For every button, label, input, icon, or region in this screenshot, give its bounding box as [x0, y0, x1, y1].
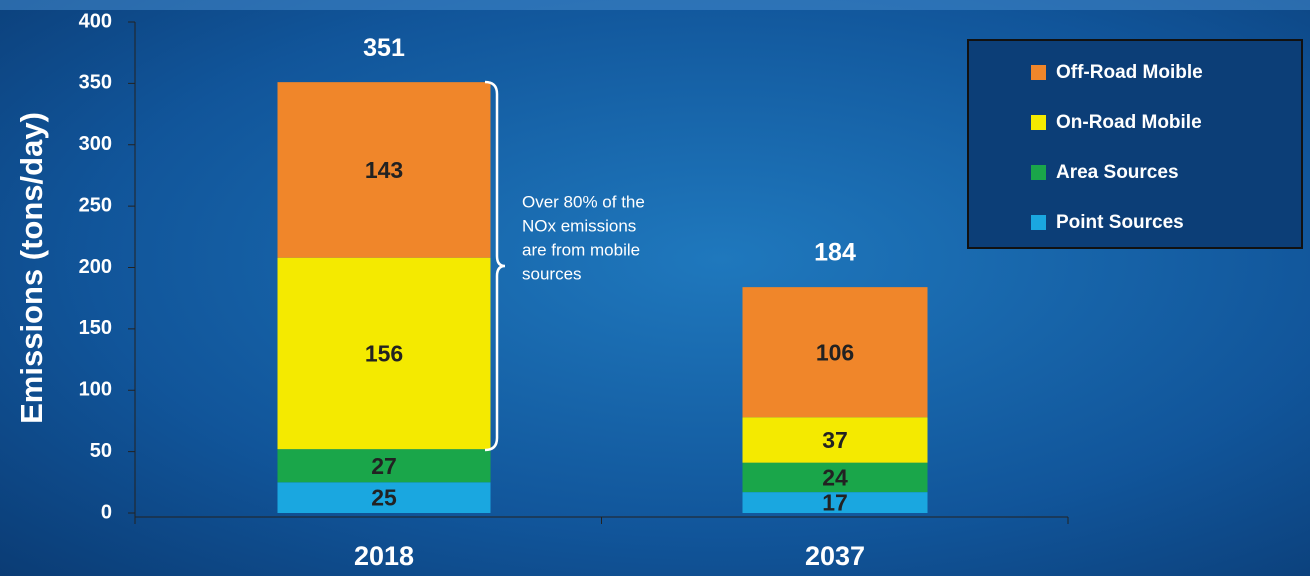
- top-strip: [0, 0, 1310, 10]
- y-tick-label: 100: [79, 379, 112, 401]
- y-tick-label: 0: [101, 501, 112, 523]
- y-tick-label: 250: [79, 194, 112, 216]
- data-label: 37: [822, 427, 848, 453]
- data-label: 27: [371, 453, 397, 479]
- y-tick-label: 200: [79, 256, 112, 278]
- bar-segment: [277, 482, 491, 513]
- data-label: 25: [371, 485, 397, 511]
- y-tick-label: 50: [90, 440, 112, 462]
- y-tick-label: 150: [79, 317, 112, 339]
- data-label: 17: [822, 490, 848, 516]
- bar-segment: [277, 257, 491, 450]
- legend-swatch: [1031, 165, 1046, 180]
- x-tick-label: 2018: [354, 541, 414, 571]
- legend-swatch: [1031, 115, 1046, 130]
- data-label: 24: [822, 464, 848, 490]
- legend-label: Point Sources: [1056, 212, 1184, 233]
- bar-segment: [742, 417, 928, 463]
- y-tick-label: 400: [79, 10, 112, 32]
- legend-label: On-Road Mobile: [1056, 112, 1202, 133]
- y-tick-label: 300: [79, 133, 112, 155]
- total-label: 184: [814, 239, 856, 267]
- annotation: are from mobile: [522, 240, 640, 259]
- annotation: NOx emissions: [522, 216, 636, 235]
- bar-segment: [742, 462, 928, 493]
- legend-swatch: [1031, 215, 1046, 230]
- data-label: 156: [365, 341, 403, 367]
- y-tick-label: 350: [79, 72, 112, 94]
- legend-label: Off-Road Moible: [1056, 62, 1203, 83]
- total-label: 351: [363, 34, 405, 62]
- data-label: 143: [365, 157, 403, 183]
- bar-segment: [742, 492, 928, 513]
- bar-segment: [742, 287, 928, 418]
- legend-box: [967, 39, 1303, 249]
- bar-segment: [277, 82, 491, 258]
- annotation: sources: [522, 264, 582, 283]
- legend-swatch: [1031, 65, 1046, 80]
- y-axis-label: Emissions (tons/day): [14, 112, 49, 424]
- legend-label: Area Sources: [1056, 162, 1179, 183]
- bracket: [484, 80, 506, 452]
- x-tick-label: 2037: [805, 541, 865, 571]
- annotation: Over 80% of the: [522, 192, 645, 211]
- bar-segment: [277, 449, 491, 483]
- data-label: 106: [816, 339, 854, 365]
